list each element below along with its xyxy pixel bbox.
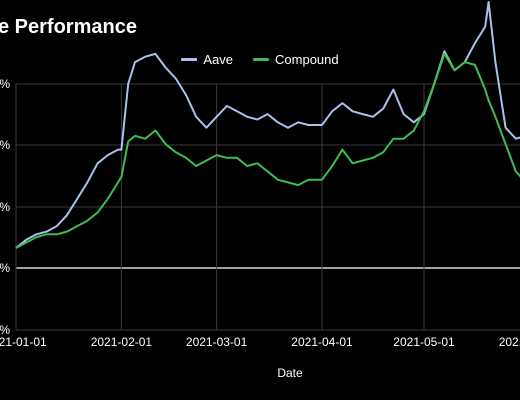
y-tick-label: %: [0, 77, 10, 91]
x-tick-label: 2021-06-01: [499, 335, 520, 349]
y-tick-label: %: [0, 138, 10, 152]
legend-swatch-compound: [253, 58, 270, 61]
y-tick-labels: %%%%%: [0, 77, 10, 337]
legend: Aave Compound: [0, 52, 520, 67]
x-tick-labels: 2021-01-01 2021-02-01 2021-03-01 2021-04-01…: [0, 335, 520, 349]
legend-swatch-aave: [181, 58, 198, 61]
x-axis-label: Date: [277, 366, 303, 380]
legend-label-compound: Compound: [275, 52, 339, 67]
x-tick-label: 2021-01-01: [0, 335, 47, 349]
y-tick-label: %: [0, 323, 10, 337]
grid-lines: [15, 83, 520, 331]
legend-label-aave: Aave: [203, 52, 234, 67]
x-tick-label: 2021-02-01: [91, 335, 153, 349]
chart-title: e Performance: [0, 16, 137, 38]
series-line-compound: [15, 52, 520, 249]
series-line-aave: [15, 1, 520, 249]
legend-item-aave: Aave: [181, 52, 233, 67]
x-tick-label: 2021-05-01: [393, 335, 455, 349]
legend-item-compound: Compound: [253, 52, 339, 67]
y-tick-label: %: [0, 200, 10, 214]
x-tick-label: 2021-03-01: [186, 335, 248, 349]
y-tick-label: %: [0, 261, 10, 275]
series-lines: [15, 1, 520, 249]
x-tick-label: 2021-04-01: [291, 335, 353, 349]
